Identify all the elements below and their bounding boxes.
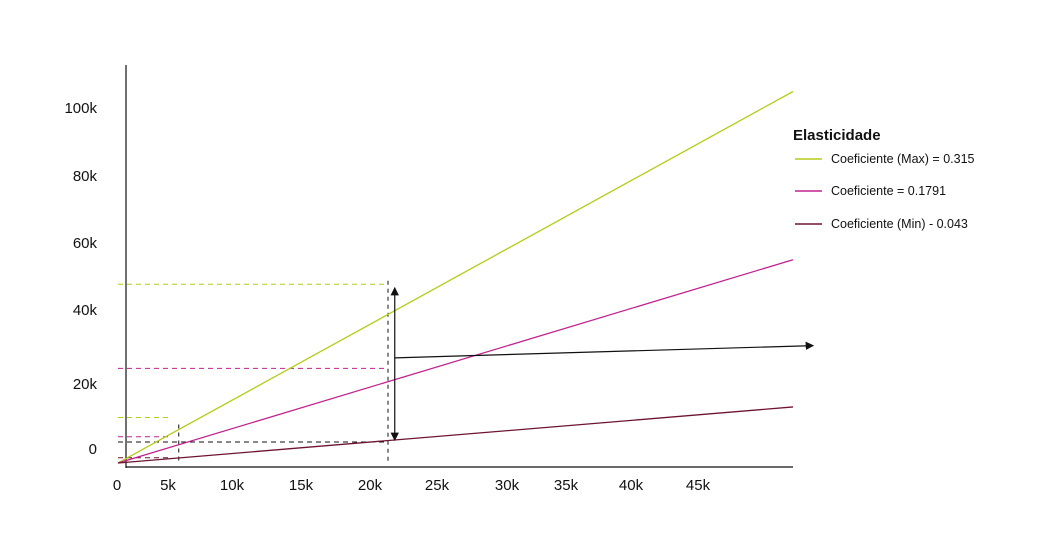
series-line-2 — [117, 406, 794, 464]
legend-label-0: Coeficiente (Max) = 0.315 — [831, 152, 975, 166]
trend-arrow — [394, 341, 815, 359]
y-tick-label: 0 — [89, 441, 97, 458]
series-line-0 — [117, 90, 794, 464]
annotation-arrows — [390, 286, 815, 442]
x-tick-label: 45k — [686, 477, 711, 494]
y-tick-label: 60k — [73, 235, 98, 252]
x-tick-label: 40k — [619, 477, 644, 494]
x-tick-label: 30k — [495, 477, 520, 494]
x-tick-label: 20k — [358, 477, 383, 494]
x-tick-label: 5k — [160, 477, 176, 494]
y-tick-label: 80k — [73, 168, 98, 185]
legend-title: Elasticidade — [793, 127, 881, 144]
y-tick-label: 40k — [73, 302, 98, 319]
x-tick-label: 25k — [425, 477, 450, 494]
reference-lines — [118, 280, 389, 463]
x-tick-label: 0 — [113, 477, 121, 494]
y-tick-label: 100k — [64, 100, 97, 117]
axes — [125, 65, 793, 468]
x-tick-label: 10k — [220, 477, 245, 494]
tick-labels: 0 5k 10k 15k 20k 25k 30k 35k 40k 45k 0 20k 40k 60k 80k… — [64, 100, 710, 494]
x-tick-label: 15k — [289, 477, 314, 494]
series-lines — [117, 90, 794, 464]
legend-label-2: Coeficiente (Min) - 0.043 — [831, 217, 968, 231]
legend-label-1: Coeficiente = 0.1791 — [831, 184, 946, 198]
y-tick-label: 20k — [73, 376, 98, 393]
series-line-1 — [117, 259, 794, 464]
legend: Elasticidade Coeficiente (Max) = 0.315 Co… — [793, 127, 975, 231]
x-tick-label: 35k — [554, 477, 579, 494]
